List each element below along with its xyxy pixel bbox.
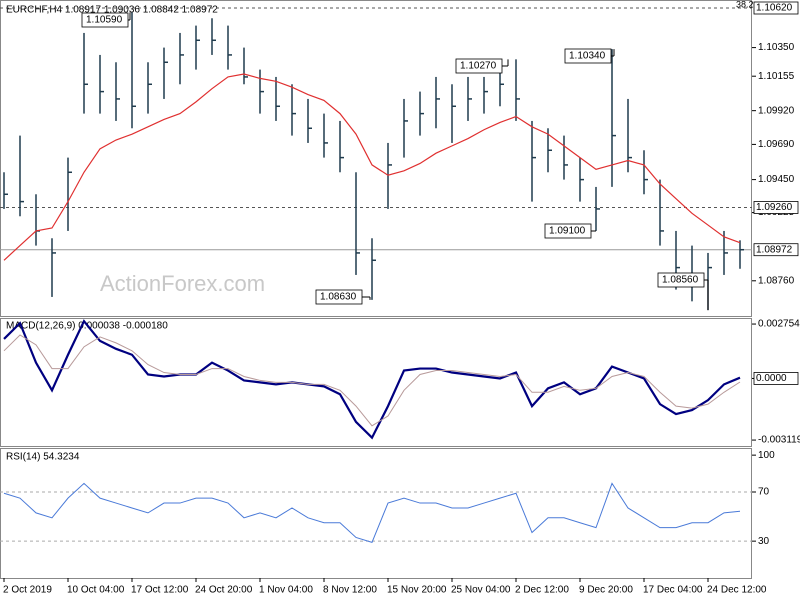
annotation-box: [564, 48, 612, 64]
rsi-title: RSI(14) 54.3234: [6, 452, 80, 463]
y-tick-label: 30: [758, 536, 770, 547]
reference-label-box: [753, 1, 799, 15]
x-tick-label: 25 Nov 04:00: [451, 585, 511, 596]
annotation-box: [657, 272, 705, 288]
annotation-label: 1.08630: [320, 292, 357, 303]
annotation-label: 1.10340: [569, 51, 606, 62]
x-tick-label: 8 Nov 12:00: [323, 585, 377, 596]
annotation-box: [544, 223, 592, 239]
reference-label-box: [753, 201, 799, 214]
x-tick-label: 24 Dec 12:00: [707, 585, 767, 596]
y-tick-label: 1.09920: [758, 105, 795, 116]
y-tick-label-box: [753, 372, 799, 385]
chart-title: EURCHF,H4 1.08917 1.09036 1.08842 1.0897…: [6, 5, 218, 16]
moving-average: [3, 73, 741, 261]
reference-label: 1.08972: [756, 244, 793, 255]
reference-label: 1.09260: [756, 202, 793, 213]
y-tick-label: 100: [758, 450, 775, 461]
y-tick-label: 1.10350: [758, 42, 795, 53]
annotation-box: [315, 289, 363, 305]
annotation-label: 1.08560: [662, 275, 699, 286]
x-tick-label: 2 Dec 12:00: [515, 585, 569, 596]
y-tick-label: 70: [758, 487, 770, 498]
y-tick-label: -0.003119: [758, 435, 800, 446]
annotation-label: 1.09100: [549, 226, 586, 237]
y-tick-label: 1.09690: [758, 139, 795, 150]
reference-label-box: [753, 243, 799, 257]
x-tick-label: 9 Dec 20:00: [579, 585, 633, 596]
annotation-box: [455, 58, 503, 74]
x-tick-label: 10 Oct 04:00: [67, 585, 125, 596]
y-tick-label: 1.09450: [758, 174, 795, 185]
x-tick-label: 2 Oct 2019: [3, 585, 52, 596]
y-tick-label: 1.08760: [758, 275, 795, 286]
reference-label: 1.10620: [756, 3, 793, 14]
x-tick-label: 1 Nov 04:00: [259, 585, 313, 596]
x-tick-label: 24 Oct 20:00: [195, 585, 253, 596]
annotation-box: [81, 12, 129, 28]
fib-label: 38.2: [736, 0, 754, 9]
watermark: ActionForex.com: [100, 271, 265, 296]
panel-frame: [0, 318, 752, 447]
x-tick-label: 17 Dec 04:00: [643, 585, 703, 596]
y-tick-label: 0.0000: [756, 373, 787, 384]
indicator-line: [3, 482, 741, 543]
panel-frame: [0, 448, 752, 579]
panel-frame: [0, 0, 752, 317]
indicator-line: [3, 334, 741, 427]
x-tick-label: 15 Nov 20:00: [387, 585, 447, 596]
indicator-line: [3, 319, 741, 440]
annotation-label: 1.10270: [460, 61, 497, 72]
x-tick-label: 17 Oct 12:00: [131, 585, 189, 596]
y-tick-label: 0.002754: [758, 319, 800, 330]
y-tick-label: 1.10155: [758, 71, 795, 82]
annotation-label: 1.10590: [86, 15, 123, 26]
